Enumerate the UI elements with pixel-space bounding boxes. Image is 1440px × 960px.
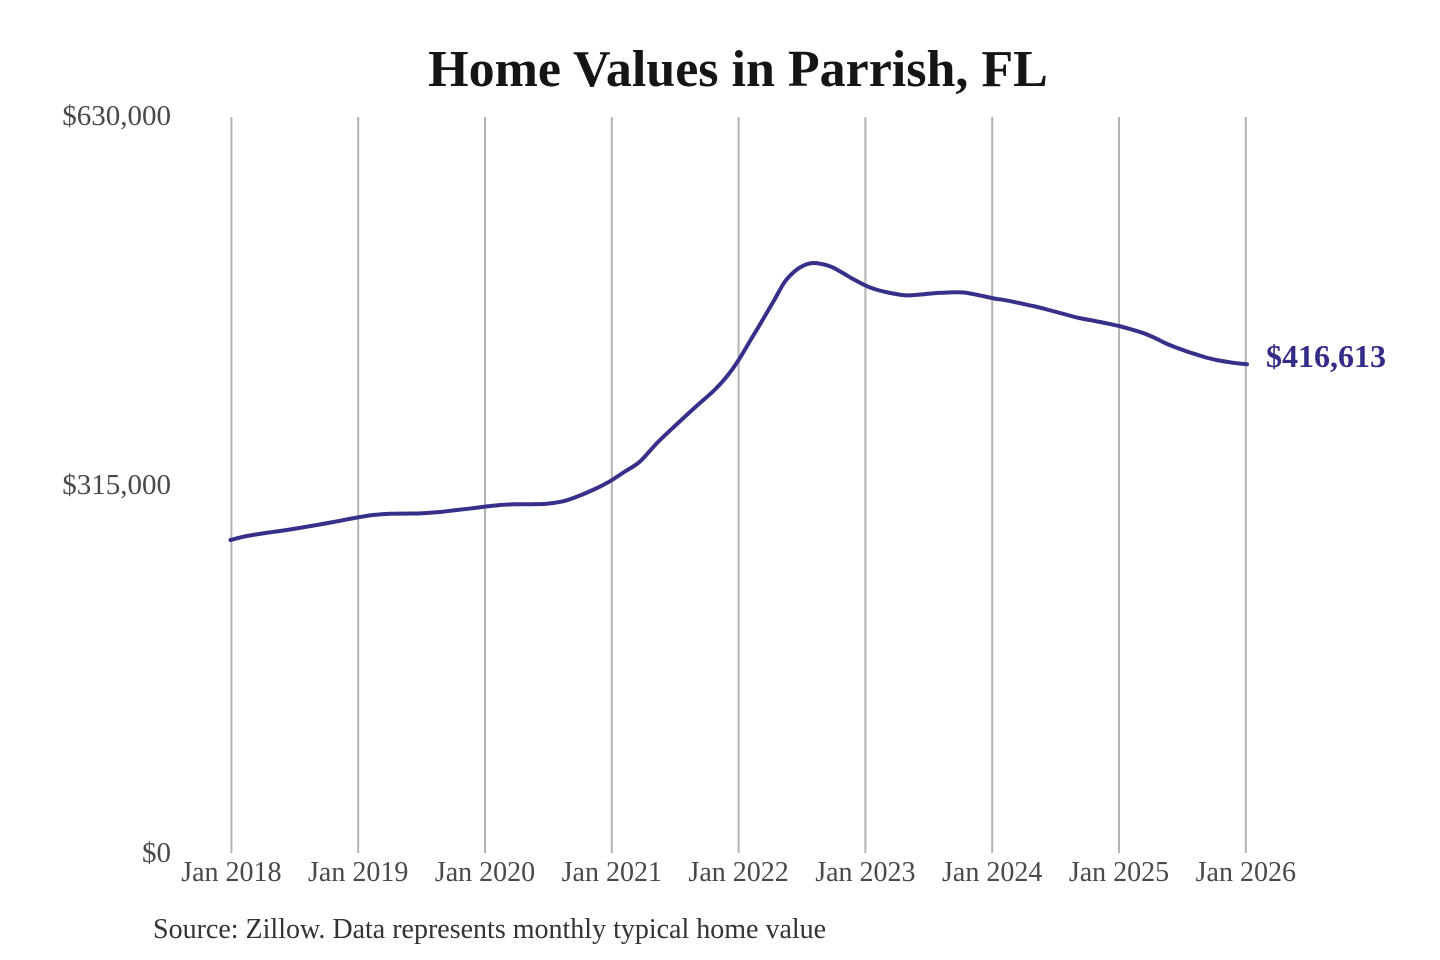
svg-text:$315,000: $315,000 <box>62 469 171 501</box>
svg-text:Jan 2024: Jan 2024 <box>942 857 1042 888</box>
svg-text:Jan 2019: Jan 2019 <box>308 857 408 888</box>
svg-text:Source: Zillow. Data represent: Source: Zillow. Data represents monthly … <box>153 914 826 945</box>
svg-text:Jan 2020: Jan 2020 <box>435 857 535 888</box>
svg-text:Jan 2023: Jan 2023 <box>815 857 915 888</box>
svg-text:Jan 2021: Jan 2021 <box>562 857 662 888</box>
svg-text:Home Values in Parrish, FL: Home Values in Parrish, FL <box>428 41 1048 98</box>
svg-text:Jan 2022: Jan 2022 <box>688 857 788 888</box>
svg-text:Jan 2026: Jan 2026 <box>1196 857 1296 888</box>
svg-text:Jan 2025: Jan 2025 <box>1069 857 1169 888</box>
svg-text:$630,000: $630,000 <box>62 100 171 132</box>
svg-text:$416,613: $416,613 <box>1266 338 1386 374</box>
svg-text:Jan 2018: Jan 2018 <box>181 857 281 888</box>
svg-text:$0: $0 <box>142 837 171 869</box>
